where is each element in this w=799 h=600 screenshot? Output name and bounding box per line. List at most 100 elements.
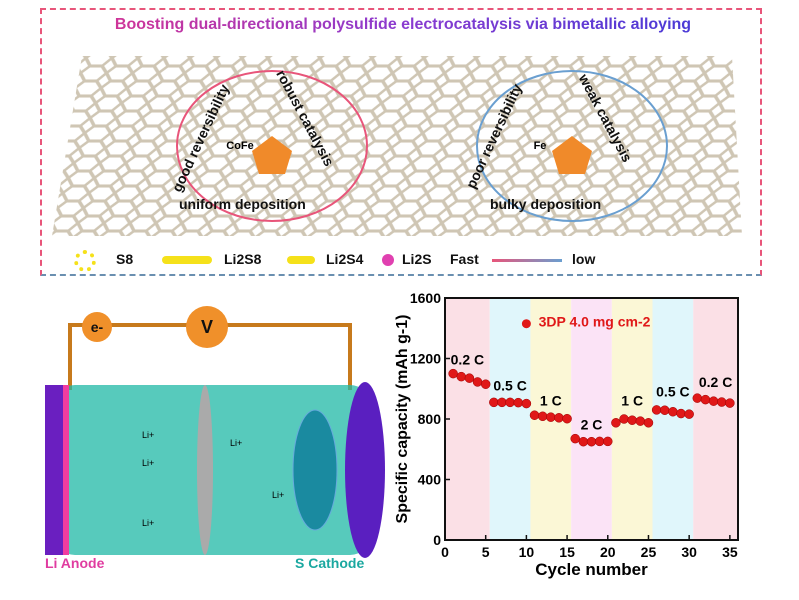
data-point <box>627 415 637 425</box>
graphene-sheet <box>52 56 742 236</box>
rate-label: 0.2 C <box>451 352 484 368</box>
data-point <box>684 409 694 419</box>
legend-li2s4: Li2S4 <box>326 251 364 267</box>
data-point <box>562 413 572 424</box>
data-point <box>529 410 540 420</box>
x-tick-label: 35 <box>722 544 738 560</box>
legend-li2s8: Li2S8 <box>224 251 262 267</box>
cofe-catalyst <box>252 136 292 174</box>
legend-low: low <box>572 251 596 267</box>
x-tick-label: 30 <box>681 544 697 560</box>
slow-cycle-arrows <box>476 70 668 222</box>
data-point <box>554 413 564 423</box>
data-point <box>611 418 621 428</box>
panel-title: Boosting dual-directional polysulfide el… <box>42 16 764 34</box>
legend-li2s: Li2S <box>402 251 432 267</box>
electron-badge: e- <box>82 312 112 342</box>
x-tick-label: 10 <box>519 544 535 560</box>
rate-label: 2 C <box>581 417 603 433</box>
y-tick-label: 400 <box>418 472 442 488</box>
li-ion: Li+ <box>142 430 155 440</box>
y-tick-label: 1600 <box>410 290 441 306</box>
legend-fast: Fast <box>450 251 479 267</box>
rate-region <box>489 298 531 540</box>
li-ion: Li+ <box>272 490 285 500</box>
li-ion: Li+ <box>142 518 155 528</box>
voltmeter: V <box>186 306 228 348</box>
data-point <box>480 379 491 389</box>
data-point <box>708 396 719 406</box>
data-point <box>521 398 532 409</box>
data-point <box>505 397 515 408</box>
separator <box>197 385 213 555</box>
rate-capability-chart: 0.2 C 0.5 C 1 C 2 C 1 C 0.5 C 0.2 C 0 5 10 15 20 25 3… <box>394 290 739 579</box>
y-tick-label: 0 <box>433 532 441 548</box>
data-point <box>497 397 507 408</box>
rate-label: 1 C <box>621 392 643 408</box>
x-tick-label: 25 <box>641 544 657 560</box>
x-tick-label: 15 <box>559 544 575 560</box>
cofe-label: CoFe <box>226 140 254 152</box>
anode-label: Li Anode <box>45 555 105 571</box>
rate-region <box>571 298 612 540</box>
x-tick-label: 20 <box>600 544 616 560</box>
y-axis-label: Specific capacity (mAh g-1) <box>394 315 411 524</box>
label-uniform-deposition: uniform deposition <box>179 196 306 212</box>
mechanism-panel: Boosting dual-directional polysulfide el… <box>40 8 762 276</box>
fe-label: Fe <box>533 140 547 152</box>
x-axis-label: Cycle number <box>535 560 648 579</box>
data-point <box>586 436 597 447</box>
rate-label: 0.2 C <box>699 374 732 390</box>
data-point <box>570 433 580 444</box>
legend: S8 Li2S8 Li2S4 Li2S Fast low <box>42 248 760 272</box>
data-point <box>472 377 483 387</box>
data-point <box>660 405 670 415</box>
li-anode <box>45 385 63 555</box>
cathode-host <box>292 409 338 531</box>
rate-region <box>652 298 694 540</box>
data-point <box>448 368 458 379</box>
li2s-icon <box>382 254 394 266</box>
y-tick-label: 1200 <box>410 351 441 367</box>
data-point <box>725 398 735 408</box>
data-point <box>594 436 605 447</box>
data-point <box>692 393 703 403</box>
fe-catalyst <box>552 136 592 174</box>
x-tick-label: 0 <box>441 544 449 560</box>
rate-label: 0.5 C <box>493 377 526 393</box>
legend-label: 3DP 4.0 mg cm-2 <box>539 314 651 330</box>
y-tick-label: 800 <box>418 411 442 427</box>
rate-region <box>445 298 490 540</box>
data-point <box>578 436 589 447</box>
data-point <box>489 397 499 408</box>
s8-ring-icon <box>74 250 96 272</box>
rate-label: 0.5 C <box>656 383 689 399</box>
cathode-label: S Cathode <box>295 555 365 571</box>
data-point <box>635 416 646 426</box>
data-point <box>603 436 613 447</box>
data-point <box>619 414 629 424</box>
legend-s8: S8 <box>116 251 134 267</box>
x-tick-label: 5 <box>482 544 490 560</box>
data-point <box>651 405 662 415</box>
rate-label: 1 C <box>540 392 562 408</box>
fast-low-arrow-icon <box>492 259 562 262</box>
battery-diagram: e- V Li+ Li+ Li+ Li+ Li+ Li Anode S Cath… <box>40 290 390 590</box>
data-point <box>643 418 654 428</box>
data-point <box>537 411 548 422</box>
battery-illustration <box>45 323 385 558</box>
data-point <box>668 406 678 417</box>
label-bulky-deposition: bulky deposition <box>490 196 602 212</box>
li-ion: Li+ <box>230 438 243 448</box>
li2s8-chain-icon <box>162 256 212 264</box>
li2s4-chain-icon <box>287 256 315 264</box>
data-point <box>513 397 523 408</box>
legend-marker <box>521 319 531 329</box>
data-point <box>700 394 711 405</box>
fast-cycle-arrows <box>176 70 368 222</box>
data-point <box>676 408 686 419</box>
data-point <box>456 371 467 382</box>
li-ion: Li+ <box>142 458 155 468</box>
s-cathode <box>345 382 385 558</box>
